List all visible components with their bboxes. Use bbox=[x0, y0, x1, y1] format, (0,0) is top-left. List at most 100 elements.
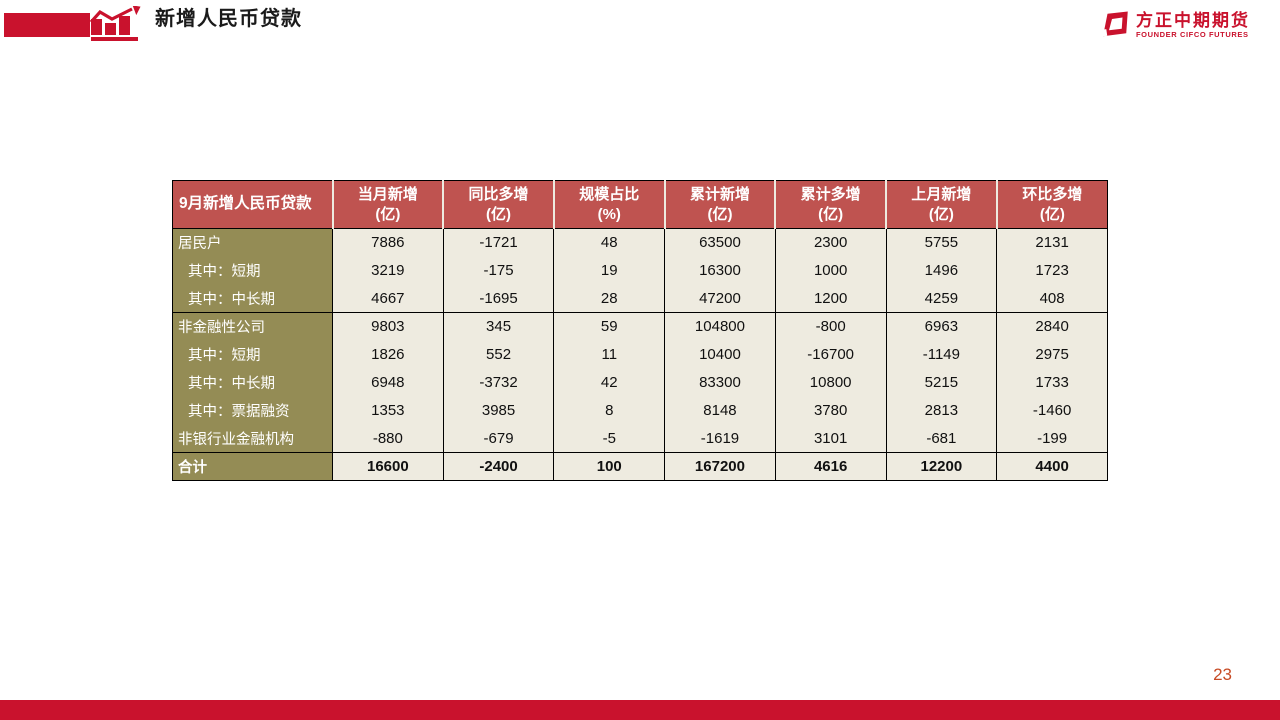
table-cell: -1721 bbox=[442, 228, 554, 257]
table-row: 其中：中长期 6948 -3732 42 83300 10800 5215 1733 bbox=[172, 368, 1108, 397]
table-corner-header: 9月新增人民币贷款 bbox=[172, 180, 333, 229]
row-label: 居民户 bbox=[172, 228, 333, 257]
column-header-3: 规模占比 (%) bbox=[552, 180, 665, 229]
table-cell: 1733 bbox=[996, 368, 1108, 397]
column-header-unit: (亿) bbox=[818, 205, 844, 223]
title-bar bbox=[4, 4, 142, 44]
column-header-2: 同比多增 (亿) bbox=[442, 180, 554, 229]
new-rmb-loans-table: 9月新增人民币贷款 当月新增 (亿) 同比多增 (亿) 规模占比 (%) 累计新增 (亿) 累计… bbox=[172, 180, 1108, 481]
brand-red-rectangle bbox=[4, 12, 90, 37]
table-cell: -800 bbox=[774, 312, 887, 341]
table-cell: 48 bbox=[553, 228, 665, 257]
table-cell: 9803 bbox=[332, 312, 444, 341]
row-label: 非金融性公司 bbox=[172, 312, 333, 341]
table-cell: 11 bbox=[553, 340, 665, 369]
table-row: 居民户 7886 -1721 48 63500 2300 5755 2131 bbox=[172, 228, 1108, 257]
table-cell: 408 bbox=[996, 284, 1108, 313]
table-row: 其中：短期 1826 552 11 10400 -16700 -1149 2975 bbox=[172, 340, 1108, 369]
column-header-unit: (亿) bbox=[928, 205, 954, 223]
table-cell: 5755 bbox=[885, 228, 997, 257]
table-cell: 3219 bbox=[332, 256, 444, 285]
table-row: 其中：短期 3219 -175 19 16300 1000 1496 1723 bbox=[172, 256, 1108, 285]
table-header-row: 9月新增人民币贷款 当月新增 (亿) 同比多增 (亿) 规模占比 (%) 累计新增 (亿) 累计… bbox=[172, 180, 1108, 229]
table-cell: 83300 bbox=[664, 368, 776, 397]
table-cell: 2975 bbox=[996, 340, 1108, 369]
table-cell: 552 bbox=[442, 340, 554, 369]
column-header-unit: (%) bbox=[597, 205, 621, 223]
column-header-unit: (亿) bbox=[375, 205, 401, 223]
table-cell: 3985 bbox=[442, 396, 554, 425]
table-cell: 2840 bbox=[996, 312, 1108, 341]
table-cell: 1000 bbox=[774, 256, 887, 285]
table-cell: 3101 bbox=[774, 424, 887, 453]
column-header-title: 累计多增 bbox=[800, 186, 861, 203]
table-cell: 1200 bbox=[774, 284, 887, 313]
table-cell: 2131 bbox=[996, 228, 1108, 257]
column-header-title: 规模占比 bbox=[579, 186, 640, 203]
table-cell: 59 bbox=[553, 312, 665, 341]
row-label: 其中：中长期 bbox=[172, 368, 333, 397]
table-cell: -681 bbox=[885, 424, 997, 453]
founder-cifco-logo-icon bbox=[1101, 11, 1128, 37]
table-cell: 63500 bbox=[664, 228, 776, 257]
column-header-title: 同比多增 bbox=[468, 186, 529, 203]
table-row: 其中：票据融资 1353 3985 8 8148 3780 2813 -1460 bbox=[172, 396, 1108, 425]
table-cell: 4400 bbox=[996, 452, 1108, 481]
table-cell: 100 bbox=[553, 452, 665, 481]
column-header-unit: (亿) bbox=[486, 205, 512, 223]
table-cell: 5215 bbox=[885, 368, 997, 397]
table-cell: 42 bbox=[553, 368, 665, 397]
table-row: 合计 16600 -2400 100 167200 4616 12200 4400 bbox=[172, 452, 1108, 481]
table-cell: 167200 bbox=[664, 452, 776, 481]
table-cell: 10800 bbox=[774, 368, 887, 397]
table-cell: 8148 bbox=[664, 396, 776, 425]
row-label: 其中：票据融资 bbox=[172, 396, 333, 425]
column-header-title: 累计新增 bbox=[689, 186, 750, 203]
column-header-title: 环比多增 bbox=[1022, 186, 1083, 203]
row-label: 其中：中长期 bbox=[172, 284, 333, 313]
page-number: 23 bbox=[1213, 665, 1232, 684]
table-cell: -1619 bbox=[664, 424, 776, 453]
table-cell: 1353 bbox=[332, 396, 444, 425]
table-cell: 8 bbox=[553, 396, 665, 425]
table-cell: -5 bbox=[553, 424, 665, 453]
table-cell: -175 bbox=[442, 256, 554, 285]
table-cell: 10400 bbox=[664, 340, 776, 369]
table-cell: 2813 bbox=[885, 396, 997, 425]
company-logo: 方正中期期货 FOUNDER CIFCO FUTURES bbox=[1100, 10, 1250, 40]
table-cell: -1695 bbox=[442, 284, 554, 313]
table-cell: 1723 bbox=[996, 256, 1108, 285]
table-row: 非金融性公司 9803 345 59 104800 -800 6963 2840 bbox=[172, 312, 1108, 341]
row-label: 其中：短期 bbox=[172, 256, 333, 285]
column-header-unit: (亿) bbox=[707, 205, 733, 223]
column-header-title: 上月新增 bbox=[911, 186, 972, 203]
table-cell: 4616 bbox=[774, 452, 887, 481]
table-cell: 345 bbox=[442, 312, 554, 341]
row-label: 其中：短期 bbox=[172, 340, 333, 369]
table-cell: 4667 bbox=[332, 284, 444, 313]
table-cell: -199 bbox=[996, 424, 1108, 453]
table-cell: 7886 bbox=[332, 228, 444, 257]
table-cell: 6948 bbox=[332, 368, 444, 397]
table-cell: -679 bbox=[442, 424, 554, 453]
logo-text: 方正中期期货 FOUNDER CIFCO FUTURES bbox=[1136, 11, 1250, 40]
row-label: 合计 bbox=[172, 452, 333, 481]
loan-data-table-container: 9月新增人民币贷款 当月新增 (亿) 同比多增 (亿) 规模占比 (%) 累计新增 (亿) 累计… bbox=[172, 180, 1108, 481]
table-cell: 19 bbox=[553, 256, 665, 285]
table-cell: -2400 bbox=[442, 452, 554, 481]
column-header-7: 环比多增 (亿) bbox=[995, 180, 1108, 229]
table-cell: 4259 bbox=[885, 284, 997, 313]
column-header-5: 累计多增 (亿) bbox=[774, 180, 887, 229]
footer-red-bar bbox=[0, 700, 1280, 720]
logo-company-name: 方正中期期货 bbox=[1136, 10, 1250, 30]
table-cell: 16300 bbox=[664, 256, 776, 285]
table-cell: 1496 bbox=[885, 256, 997, 285]
table-row: 非银行业金融机构 -880 -679 -5 -1619 3101 -681 -199 bbox=[172, 424, 1108, 453]
column-header-4: 累计新增 (亿) bbox=[663, 180, 776, 229]
table-cell: 16600 bbox=[332, 452, 444, 481]
column-header-unit: (亿) bbox=[1039, 205, 1065, 223]
table-cell: 28 bbox=[553, 284, 665, 313]
table-cell: 12200 bbox=[885, 452, 997, 481]
column-header-1: 当月新增 (亿) bbox=[331, 180, 444, 229]
